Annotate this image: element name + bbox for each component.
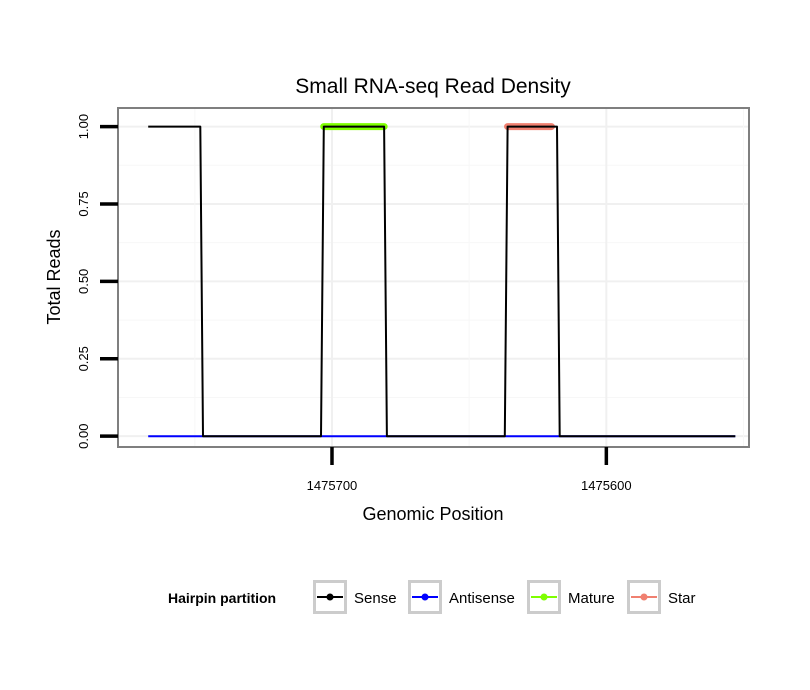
y-axis-tick-label: 0.75 xyxy=(76,191,91,216)
legend-item-mature: Mature xyxy=(527,580,615,614)
legend: Hairpin partition Sense Antisense Mature St… xyxy=(168,580,696,614)
series-sense-line xyxy=(148,125,736,438)
legend-item-sense: Sense xyxy=(313,580,397,614)
chart-title: Small RNA-seq Read Density xyxy=(295,75,571,98)
y-axis-label: Total Reads xyxy=(44,229,64,324)
plot-panel-border xyxy=(117,107,750,448)
legend-title: Hairpin partition xyxy=(168,590,276,606)
legend-key-point xyxy=(421,593,429,601)
y-axis-tick-label: 1.00 xyxy=(76,114,91,139)
y-axis-tick-label: 0.50 xyxy=(76,269,91,294)
legend-key-point xyxy=(540,593,548,601)
y-axis-tick-label: 0.25 xyxy=(76,346,91,371)
legend-key-point xyxy=(326,593,334,601)
legend-item-antisense: Antisense xyxy=(408,580,515,614)
legend-key-point xyxy=(640,593,648,601)
legend-label: Sense xyxy=(354,590,397,607)
legend-label: Antisense xyxy=(449,590,515,607)
x-axis-label: Genomic Position xyxy=(362,504,503,524)
x-axis-tick-label: 1475600 xyxy=(581,478,632,493)
legend-item-star: Star xyxy=(627,580,696,614)
x-axis: 1475700 1475600 xyxy=(307,447,632,493)
grid-lines xyxy=(118,108,749,447)
y-axis: 0.00 0.25 0.50 0.75 1.00 xyxy=(76,114,118,449)
legend-label: Mature xyxy=(568,590,615,607)
series-lines xyxy=(148,123,736,438)
legend-label: Star xyxy=(668,590,696,607)
y-axis-tick-label: 0.00 xyxy=(76,424,91,449)
x-axis-tick-label: 1475700 xyxy=(307,478,358,493)
